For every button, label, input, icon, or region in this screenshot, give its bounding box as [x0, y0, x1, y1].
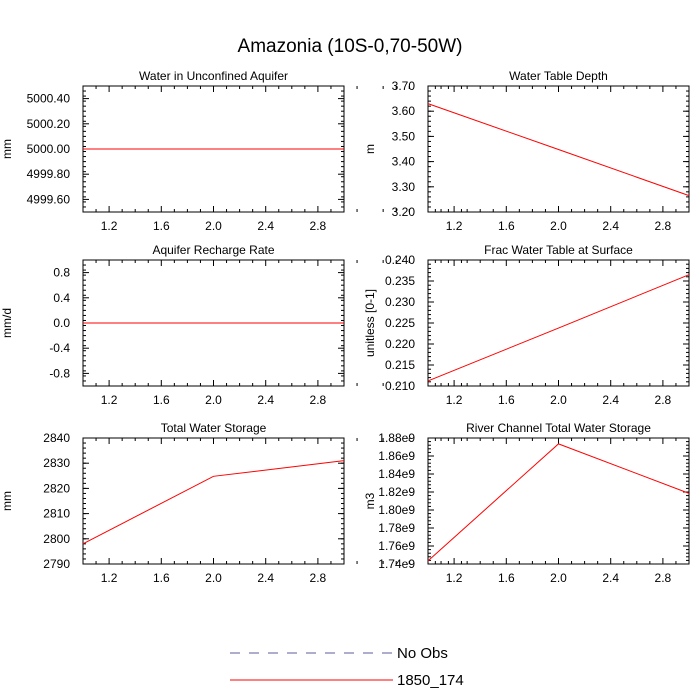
x-tick-label: 2.4 [602, 393, 619, 407]
chart-panel-5: Total Water Storage 1.2 1.6 2.0 2.4 2.8 2790 28… [0, 421, 462, 585]
y-axis-label: m [363, 144, 377, 154]
panel-title: Total Water Storage [161, 421, 267, 435]
y-tick-label: -0.8 [49, 366, 70, 380]
y-tick-label: 0.240 [385, 253, 415, 267]
plot-frame [427, 259, 690, 387]
y-tick-label: 5000.40 [27, 92, 71, 106]
x-tick-label: 1.2 [446, 393, 463, 407]
y-tick-label: 0.215 [385, 358, 415, 372]
panel-title: River Channel Total Water Storage [466, 421, 651, 435]
y-tick-label: 2810 [43, 507, 70, 521]
y-tick-label: 1.78e9 [378, 521, 415, 535]
x-tick-label: 1.2 [101, 571, 118, 585]
x-tick-label: 2.8 [310, 219, 327, 233]
series-line-1850_174 [427, 443, 690, 562]
x-tick-label: 1.6 [498, 219, 515, 233]
y-tick-label: 5000.20 [27, 117, 71, 131]
x-tick-label: 2.4 [602, 219, 619, 233]
y-tick-label: 1.88e9 [378, 431, 415, 445]
panels: Water in Unconfined Aquifer 1.2 1.6 2.0 2.4 2… [0, 69, 690, 585]
series-line-1850_174 [82, 460, 345, 545]
y-tick-label: 0.0 [53, 316, 70, 330]
x-tick-label: 2.8 [310, 571, 327, 585]
y-tick-label: 0.225 [385, 316, 415, 330]
y-tick-label: 3.50 [392, 129, 416, 143]
y-tick-label: 1.84e9 [378, 467, 415, 481]
y-tick-label: 2800 [43, 532, 70, 546]
x-tick-label: 2.4 [257, 219, 274, 233]
chart-panel-4: Frac Water Table at Surface 1.2 1.6 2.0 2.4 2… [363, 243, 690, 407]
legend-label-2: 1850_174 [397, 672, 464, 689]
y-axis-label: mm [0, 139, 14, 159]
series-line-1850_174 [427, 274, 690, 382]
y-axis-label: m3 [363, 492, 377, 509]
x-tick-label: 1.6 [153, 571, 170, 585]
x-tick-label: 2.4 [257, 571, 274, 585]
x-tick-label: 2.0 [205, 219, 222, 233]
x-tick-label: 2.4 [602, 571, 619, 585]
y-tick-label: 0.235 [385, 274, 415, 288]
y-tick-label: 3.70 [392, 79, 416, 93]
y-tick-label: 0.8 [53, 266, 70, 280]
y-tick-label: -0.4 [49, 341, 70, 355]
panel-title: Frac Water Table at Surface [484, 243, 633, 257]
x-tick-label: 1.2 [446, 219, 463, 233]
panel-title: Aquifer Recharge Rate [152, 243, 274, 257]
x-tick-label: 1.2 [101, 393, 118, 407]
x-tick-label: 2.8 [655, 571, 672, 585]
legend: No Obs 1850_174 [230, 645, 464, 689]
chart-panel-1: Water in Unconfined Aquifer 1.2 1.6 2.0 2.4 2… [0, 69, 462, 233]
y-tick-label: 1.74e9 [378, 557, 415, 571]
y-tick-label: 1.80e9 [378, 503, 415, 517]
y-tick-label: 0.210 [385, 379, 415, 393]
chart-panel-3: Aquifer Recharge Rate 1.2 1.6 2.0 2.4 2.8 -0.8… [0, 243, 462, 407]
plot-frame [82, 437, 345, 565]
x-tick-label: 2.0 [205, 571, 222, 585]
y-tick-label: 4999.80 [27, 167, 71, 181]
y-tick-label: 2830 [43, 456, 70, 470]
y-axis-label: mm/d [0, 308, 14, 338]
x-tick-label: 2.0 [205, 393, 222, 407]
x-tick-label: 1.6 [153, 393, 170, 407]
y-tick-label: 3.20 [392, 205, 416, 219]
chart-panel-6: River Channel Total Water Storage 1.2 1.6 2… [363, 421, 690, 585]
main-title: Amazonia (10S-0,70-50W) [238, 36, 463, 57]
y-axis-label: unitless [0-1] [363, 289, 377, 357]
series-line-1850_174 [427, 103, 690, 197]
y-tick-label: 0.4 [53, 291, 70, 305]
y-tick-label: 0.220 [385, 337, 415, 351]
y-tick-label: 2790 [43, 557, 70, 571]
y-tick-label: 0.230 [385, 295, 415, 309]
x-tick-label: 1.6 [498, 571, 515, 585]
y-axis-label: mm [0, 491, 14, 511]
x-tick-label: 2.4 [257, 393, 274, 407]
plot-frame [427, 437, 690, 565]
y-tick-label: 2840 [43, 431, 70, 445]
x-tick-label: 1.2 [101, 219, 118, 233]
panel-title: Water Table Depth [509, 69, 608, 83]
x-tick-label: 2.8 [655, 393, 672, 407]
y-tick-label: 4999.60 [27, 192, 71, 206]
x-tick-label: 1.6 [498, 393, 515, 407]
y-tick-label: 5000.00 [27, 142, 71, 156]
x-tick-label: 2.8 [310, 393, 327, 407]
y-tick-label: 3.60 [392, 104, 416, 118]
y-tick-label: 1.76e9 [378, 539, 415, 553]
x-tick-label: 2.0 [550, 571, 567, 585]
x-tick-label: 1.2 [446, 571, 463, 585]
chart-panel-2: Water Table Depth 1.2 1.6 2.0 2.4 2.8 3.20 3.30… [363, 69, 690, 233]
y-tick-label: 2820 [43, 481, 70, 495]
x-tick-label: 2.0 [550, 393, 567, 407]
y-tick-label: 1.82e9 [378, 485, 415, 499]
legend-label-1: No Obs [397, 645, 448, 662]
y-tick-label: 3.30 [392, 180, 416, 194]
y-tick-label: 3.40 [392, 155, 416, 169]
x-tick-label: 2.8 [655, 219, 672, 233]
x-tick-label: 1.6 [153, 219, 170, 233]
panel-title: Water in Unconfined Aquifer [139, 69, 288, 83]
y-tick-label: 1.86e9 [378, 449, 415, 463]
x-tick-label: 2.0 [550, 219, 567, 233]
